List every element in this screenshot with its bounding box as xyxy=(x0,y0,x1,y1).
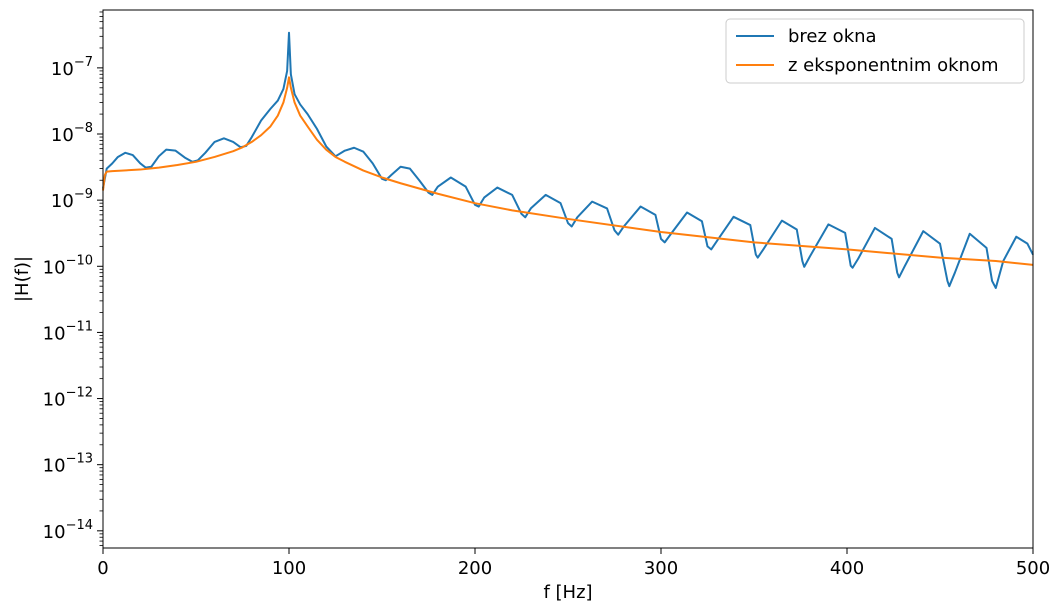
y-tick-label: 10−10 xyxy=(43,253,93,278)
y-tick-label: 10−13 xyxy=(43,452,93,477)
series-line-0 xyxy=(102,31,1034,289)
x-tick-label: 300 xyxy=(644,558,678,579)
plot-background xyxy=(103,10,1033,548)
y-tick-label: 10−7 xyxy=(51,55,93,80)
legend-box xyxy=(725,18,1025,84)
plot-frame xyxy=(102,9,1034,549)
series-layer xyxy=(102,31,1034,289)
x-axis-label: f [Hz] xyxy=(543,582,592,603)
y-tick-label: 10−12 xyxy=(43,386,93,411)
x-tick-label: 100 xyxy=(272,558,306,579)
legend: brez okna z eksponentnim oknom xyxy=(725,18,1025,84)
x-tick-label: 400 xyxy=(830,558,864,579)
legend-label-brez-okna: brez okna xyxy=(788,26,877,47)
x-tick-label: 500 xyxy=(1016,558,1050,579)
y-ticks: 10−14 10−13 10−12 10−11 10−10 10−9 10−8 10−7 xyxy=(43,55,103,543)
x-tick-label: 200 xyxy=(458,558,492,579)
legend-label-z-eksponentnim-oknom: z eksponentnim oknom xyxy=(788,55,999,76)
y-tick-label: 10−11 xyxy=(43,319,93,344)
x-tick-label: 0 xyxy=(97,558,108,579)
y-tick-label: 10−9 xyxy=(51,187,93,212)
y-tick-label: 10−14 xyxy=(43,518,93,543)
y-tick-label: 10−8 xyxy=(51,121,93,146)
x-ticks: 0 100 200 300 400 500 xyxy=(97,548,1050,579)
y-minor-ticks xyxy=(99,11,103,546)
series-line-1 xyxy=(102,76,1034,266)
y-axis-label: |H(f)| xyxy=(12,256,33,302)
